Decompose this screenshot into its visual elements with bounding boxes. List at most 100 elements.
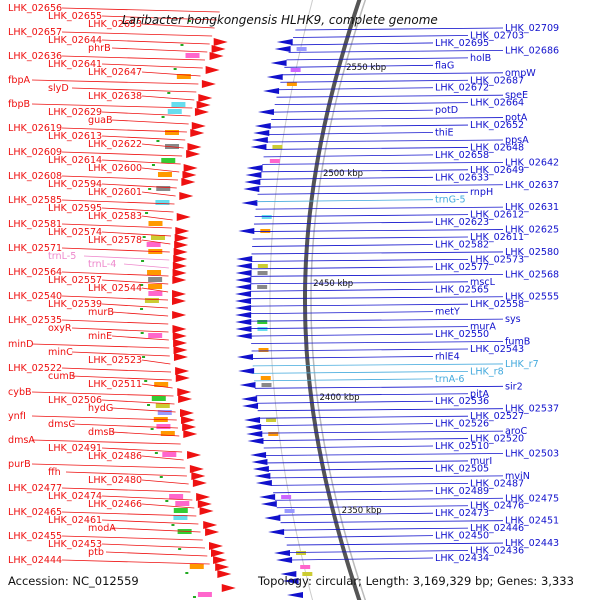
reverse-gene — [250, 144, 267, 150]
gene-label: LHK_02695 — [435, 38, 489, 49]
gene-label: LHK_02465 — [8, 507, 62, 518]
leader-line — [101, 303, 169, 309]
leader-line — [61, 559, 210, 565]
gene-label: LHK_02543 — [470, 344, 524, 355]
leader-line — [262, 161, 504, 165]
feature-block — [154, 382, 169, 387]
gene-label: dmsB — [88, 427, 115, 438]
leader-line — [141, 215, 173, 221]
leader-line — [141, 23, 215, 29]
leader-line — [251, 259, 469, 262]
gene-label: fbpB — [8, 99, 30, 110]
leader-line — [101, 399, 175, 405]
leader-line — [274, 497, 504, 501]
leader-line — [101, 15, 218, 21]
leader-line — [61, 31, 213, 37]
feature-block — [175, 501, 190, 506]
gene-label: LHK_02580 — [505, 247, 559, 258]
reverse-gene — [242, 403, 259, 409]
reverse-gene — [241, 396, 258, 402]
gene-label: cumB — [48, 371, 75, 382]
leader-line — [101, 519, 199, 525]
reverse-gene — [286, 592, 303, 598]
leader-line — [250, 311, 434, 315]
reverse-gene — [235, 270, 252, 276]
gene-label: LHK_02450 — [435, 531, 489, 542]
leader-line — [111, 407, 176, 413]
gene-label: LHK_02652 — [470, 120, 524, 131]
reverse-gene — [266, 74, 283, 80]
accession-label: Accession: NC_012559 — [8, 574, 139, 588]
gene-label: LHK_02555 — [505, 292, 559, 303]
forward-gene — [172, 262, 187, 270]
leader-line — [250, 326, 469, 329]
left-gene-labels: LHK_02656LHK_02655LHK_02653LHK_02657LHK_… — [8, 3, 142, 566]
leader-line — [276, 505, 469, 509]
forward-gene — [198, 94, 213, 102]
gene-label: LHK_02577 — [435, 262, 489, 273]
gene-label: hydG — [88, 403, 113, 414]
gene-label: LHK_02550 — [435, 329, 489, 340]
feature-block — [258, 348, 269, 352]
gene-label: rhlE4 — [435, 351, 460, 362]
reverse-gene — [276, 557, 293, 563]
reverse-gene — [235, 319, 252, 325]
tick-mark — [167, 92, 171, 94]
reverse-gene — [250, 452, 267, 458]
feature-block — [157, 410, 172, 415]
forward-gene — [172, 269, 187, 277]
gene-label: LHK_02446 — [470, 523, 524, 534]
reverse-gene — [241, 200, 258, 206]
leader-line — [61, 535, 203, 541]
leader-line — [61, 151, 183, 157]
leader-line — [61, 367, 172, 373]
leader-line — [286, 542, 504, 546]
leader-line — [280, 79, 469, 83]
leader-line — [141, 95, 195, 101]
leader-line — [141, 71, 201, 77]
reverse-gene — [238, 368, 255, 374]
feature-block — [150, 235, 165, 240]
leader-line — [141, 287, 169, 293]
leader-line — [278, 512, 434, 516]
reverse-gene — [245, 424, 262, 430]
forward-gene — [175, 367, 190, 375]
gene-label: LHK_02583 — [88, 211, 142, 222]
feature-block — [148, 221, 163, 226]
reverse-gene — [244, 179, 261, 185]
gene-label: LHK_02629 — [48, 107, 102, 118]
reverse-gene — [263, 88, 280, 94]
gene-label: LHK_02709 — [505, 23, 559, 34]
gene-label: LHK_02647 — [88, 67, 142, 78]
reverse-gene — [247, 438, 264, 444]
forward-gene — [211, 45, 226, 53]
gene-label: pitA — [470, 389, 490, 400]
gene-label: fumB — [505, 337, 530, 348]
gene-label: LHK_02527 — [470, 411, 524, 422]
gene-label: LHK_02594 — [48, 179, 102, 190]
reverse-gene — [246, 431, 263, 437]
feature-block — [257, 264, 268, 268]
forward-gene — [189, 465, 204, 473]
leader-line — [284, 64, 434, 68]
leader-line — [105, 551, 208, 557]
tick-mark — [192, 596, 196, 598]
forward-gene — [211, 549, 226, 557]
leader-line — [291, 557, 434, 561]
reverse-gene — [257, 109, 274, 115]
tick-mark — [141, 260, 145, 262]
tick-mark — [161, 116, 165, 118]
feature-block — [160, 431, 175, 436]
leader-line — [31, 463, 186, 469]
leader-line — [264, 147, 469, 150]
reverse-gene — [252, 466, 269, 472]
reverse-gene — [244, 417, 261, 423]
gene-label: mscL — [470, 277, 496, 288]
leader-line — [261, 430, 504, 434]
feature-block — [155, 403, 170, 408]
leader-line — [65, 471, 187, 477]
gene-label: cybB — [8, 387, 32, 398]
forward-gene — [196, 101, 211, 109]
leader-line — [269, 475, 504, 479]
